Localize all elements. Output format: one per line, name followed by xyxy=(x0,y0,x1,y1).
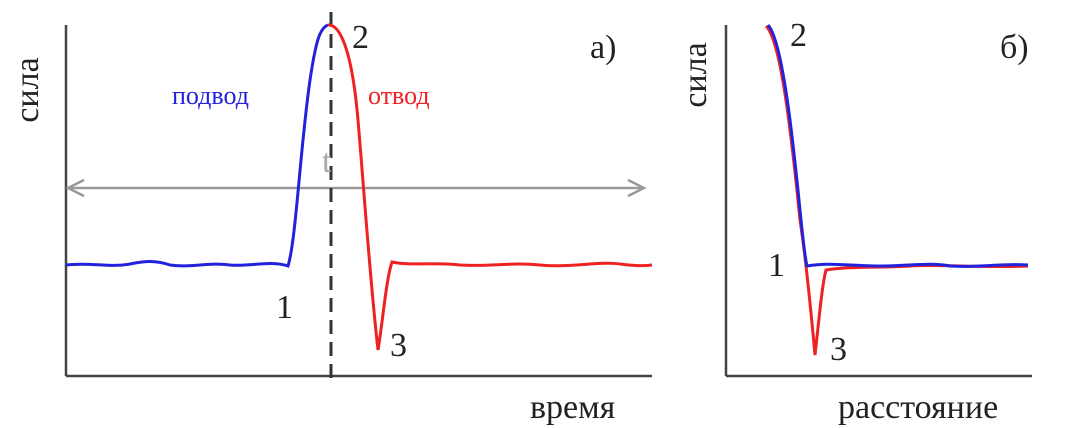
time-label: t xyxy=(322,143,332,180)
point-label: 2 xyxy=(352,19,369,56)
point-label: 1 xyxy=(768,247,785,284)
panel-tag: б) xyxy=(1000,29,1029,66)
panel-a-axes xyxy=(64,25,652,378)
retract-curve xyxy=(327,23,653,351)
y-axis-label: сила xyxy=(677,42,714,107)
point-label: 3 xyxy=(390,327,407,364)
point-label: 1 xyxy=(276,289,293,326)
x-axis-label: расстояние xyxy=(838,389,998,426)
y-axis-label: сила xyxy=(9,57,46,122)
approach-label: подвод xyxy=(172,81,249,110)
retract-curve xyxy=(764,24,1029,356)
approach-curve xyxy=(766,23,1029,268)
retract-label: отвод xyxy=(368,81,430,110)
time-arrow xyxy=(65,178,647,198)
point-label: 2 xyxy=(790,17,807,54)
approach-curve xyxy=(65,23,329,268)
point-label: 3 xyxy=(830,331,847,368)
panel-tag: а) xyxy=(590,29,616,66)
x-axis-label: время xyxy=(530,389,616,426)
panel-b-axes xyxy=(724,25,1032,378)
